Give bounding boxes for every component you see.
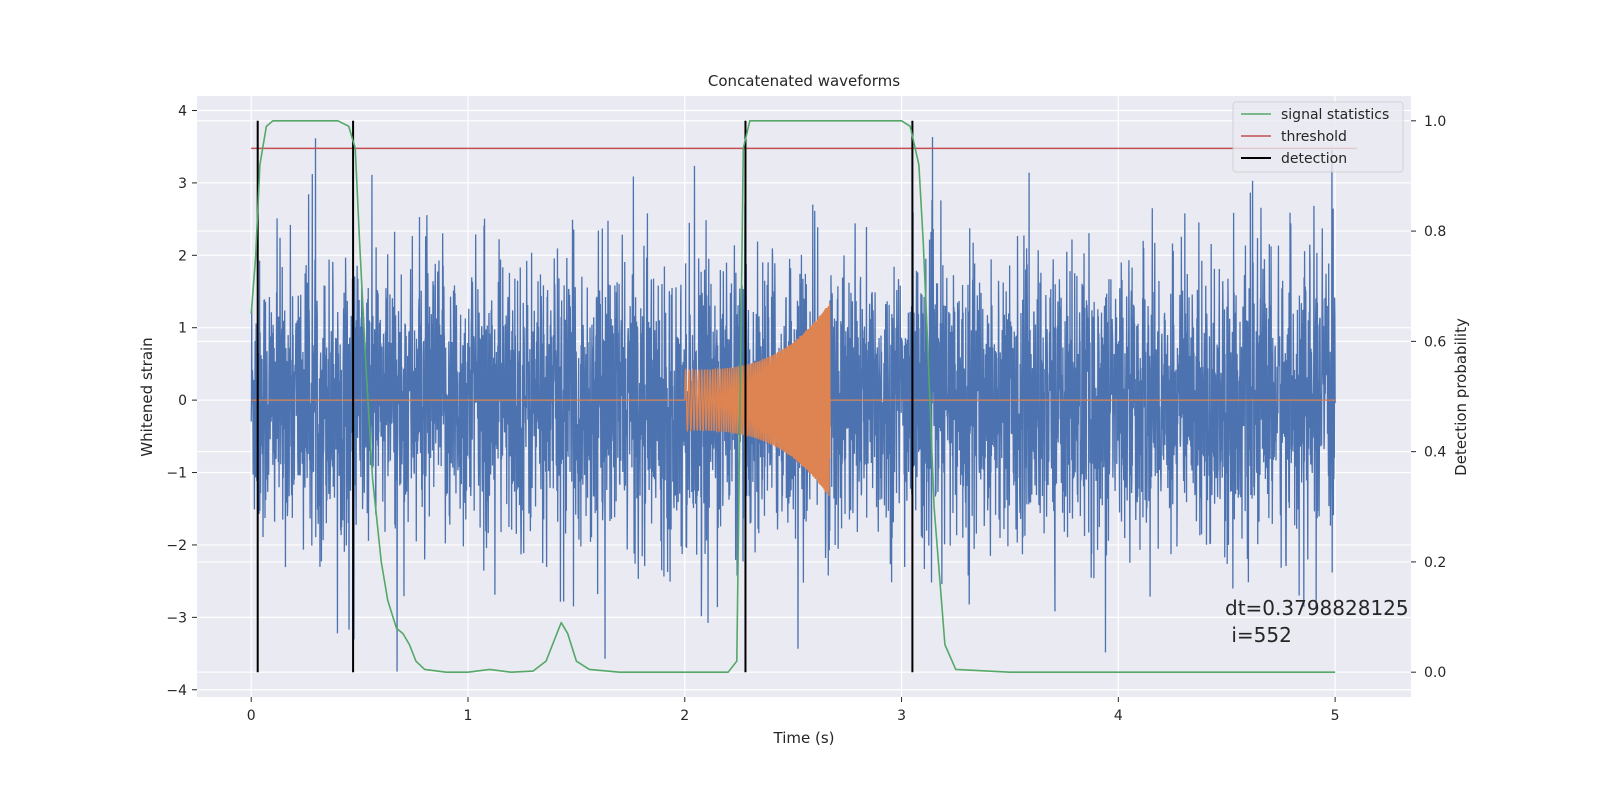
y-tick-label: −4	[166, 683, 187, 699]
y-right-tick-label: 0.8	[1424, 224, 1446, 240]
y-right-tick-label: 0.0	[1424, 665, 1446, 681]
y-right-tick-label: 0.6	[1424, 334, 1446, 350]
annotation-dt: dt=0.3798828125	[1225, 596, 1409, 620]
signal-statistics-series	[250, 120, 1336, 673]
x-tick-label: 1	[464, 708, 473, 724]
plot-area	[250, 120, 1357, 673]
x-tick-label: 0	[247, 708, 256, 724]
annotation-i: i=552	[1225, 623, 1292, 647]
legend: signal statistics threshold detection	[1232, 101, 1404, 173]
legend-item-signal-statistics: signal statistics	[1281, 107, 1389, 123]
y-tick-label: 1	[178, 321, 187, 337]
legend-item-detection: detection	[1281, 151, 1347, 167]
legend-item-threshold: threshold	[1281, 129, 1347, 145]
y-tick-label: 4	[178, 103, 187, 119]
y-tick-label: 3	[178, 176, 187, 192]
waveform-series	[251, 302, 1336, 497]
x-tick-label: 4	[1114, 708, 1123, 724]
y-axis-label: Whitened strain	[138, 337, 156, 456]
axes: 0 1 2 3 4 5 −4 −3 −2 −1 0 1 2 3 4 0.0 0.2 0.4 0.6 0.8 1.0	[166, 103, 1446, 724]
legend-box	[1232, 101, 1404, 173]
y-tick-label: −3	[166, 610, 187, 626]
x-axis-label: Time (s)	[773, 729, 835, 747]
y-right-tick-label: 0.2	[1424, 555, 1446, 571]
y-axis-right-label: Detection probability	[1452, 318, 1470, 476]
x-tick-label: 5	[1331, 708, 1340, 724]
x-tick-label: 2	[680, 708, 689, 724]
y-tick-label: −1	[166, 466, 187, 482]
y-tick-label: −2	[166, 538, 187, 554]
y-right-tick-label: 0.4	[1424, 445, 1446, 461]
y-tick-label: 0	[178, 393, 187, 409]
y-right-tick-label: 1.0	[1424, 114, 1446, 130]
x-tick-label: 3	[897, 708, 906, 724]
y-tick-label: 2	[178, 248, 187, 264]
chart-title: Concatenated waveforms	[708, 72, 900, 90]
